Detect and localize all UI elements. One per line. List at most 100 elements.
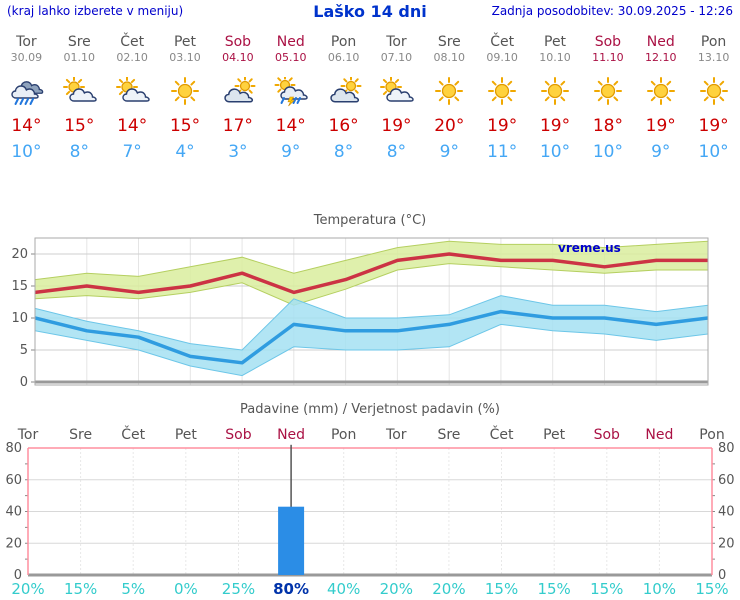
day-date: 02.10 <box>116 51 148 64</box>
day-min-temp: 10° <box>698 142 729 162</box>
sun-cloud-icon <box>53 76 106 107</box>
day-date: 12.10 <box>644 51 677 64</box>
day-column-11.10: Sob 11.10 18° 10° <box>581 28 634 168</box>
sun-cloud-icon-svg <box>63 76 97 102</box>
day-date: 30.09 <box>10 51 43 64</box>
precip-day-label: Tor <box>386 427 407 443</box>
day-min-temp: 11° <box>487 142 518 162</box>
day-date: 06.10 <box>327 51 360 64</box>
day-min-temp: 9° <box>439 142 459 162</box>
day-max-temp: 14° <box>275 116 306 136</box>
sun-icon-svg <box>593 77 622 105</box>
forecast-days-strip: Tor 30.09 14° 10° Sre 01.10 15° 8° Čet 02.10 14° 7°… <box>0 28 740 168</box>
last-update-text: Zadnja posodobitev: 30.09.2025 - 12:26 <box>491 4 733 18</box>
precip-probability-value: 5% <box>121 580 146 598</box>
temp-max-line <box>35 252 708 295</box>
day-date: 04.10 <box>222 51 254 64</box>
day-min-temp: 4° <box>175 142 195 162</box>
precip-day-label: Pon <box>330 427 357 443</box>
precip-probability-value: 10% <box>642 580 677 598</box>
precip-probability-value: 15% <box>63 580 98 598</box>
sun-cloud-icon-svg <box>116 76 150 102</box>
precip-day-label: Pet <box>543 427 566 443</box>
day-date: 10.10 <box>539 51 571 64</box>
day-max-temp: 19° <box>539 116 571 136</box>
sun-icon-svg <box>646 77 675 105</box>
day-name: Sre <box>67 34 91 50</box>
day-min-temp: 3° <box>228 142 248 162</box>
day-min-temp: 8° <box>386 142 407 162</box>
precip-probability-row: 20% 15% 5% 0% 25% 80% 40% 20% 20% 15% 15% 15% 10% 15% <box>0 580 740 600</box>
cloud-sun-icon-svg <box>224 75 256 103</box>
day-column-03.10: Pet 03.10 15° 4° <box>159 28 212 168</box>
precip-day-labels-row: Tor Sre Čet Pet Sob Ned Pon Tor Sre Čet Pet Sob Ned P… <box>0 427 740 445</box>
precip-probability-value: 0% <box>173 580 198 598</box>
temp-min-line <box>35 309 708 365</box>
svg-text:10: 10 <box>11 311 28 326</box>
day-min-temp: 8° <box>69 142 89 162</box>
day-date: 13.10 <box>697 51 730 64</box>
svg-text:40: 40 <box>718 505 735 520</box>
precip-probability-value: 20% <box>11 580 45 598</box>
sun-cloud-icon <box>370 76 423 107</box>
sun-icon <box>476 77 529 107</box>
sun-icon <box>634 77 687 107</box>
precip-day-label: Sre <box>69 427 93 443</box>
day-max-temp: 20° <box>434 116 465 136</box>
day-date: 09.10 <box>486 51 518 64</box>
precip-day-label: Sre <box>437 427 461 443</box>
day-max-temp: 19° <box>645 116 676 136</box>
day-column-09.10: Čet 09.10 19° 11° <box>476 28 529 168</box>
day-date: 07.10 <box>380 51 413 64</box>
menu-hint-text: (kraj lahko izberete v meniju) <box>7 4 184 18</box>
sun-icon-svg <box>488 77 517 105</box>
day-date: 11.10 <box>592 51 624 64</box>
precip-probability-value: 15% <box>537 580 571 598</box>
precip-day-label: Čet <box>489 427 514 443</box>
precip-day-label: Pet <box>174 427 197 443</box>
precip-bar <box>278 506 305 575</box>
watermark-text: vreme.us <box>558 241 621 255</box>
temp-plot-frame <box>34 237 709 386</box>
precip-grid-horizontal: 0 0 20 20 40 40 60 60 80 80 <box>5 441 734 583</box>
sun-icon <box>159 77 212 107</box>
svg-text:0: 0 <box>14 568 22 583</box>
day-column-06.10: Pon 06.10 16° 8° <box>317 28 370 168</box>
day-max-temp: 19° <box>381 116 412 136</box>
precip-probability-value: 15% <box>590 580 624 598</box>
day-min-temp: 9° <box>281 142 301 162</box>
rain-icon-svg <box>11 81 44 105</box>
day-name: Tor <box>386 34 407 50</box>
day-column-01.10: Sre 01.10 15° 8° <box>53 28 106 168</box>
svg-text:0: 0 <box>20 375 28 390</box>
day-date: 05.10 <box>274 51 307 64</box>
precip-probability-value: 40% <box>327 580 361 598</box>
svg-text:20: 20 <box>5 536 22 551</box>
precip-day-label: Ned <box>277 427 306 443</box>
day-column-13.10: Pon 13.10 19° 10° <box>687 28 740 168</box>
day-min-temp: 8° <box>333 142 354 162</box>
temperature-chart: 0 5 10 15 20 <box>11 237 709 390</box>
sun-icon-svg <box>171 77 199 105</box>
page-title: Laško 14 dni <box>313 2 427 21</box>
day-column-30.09: Tor 30.09 14° 10° <box>0 28 53 168</box>
day-column-02.10: Čet 02.10 14° 7° <box>106 28 159 168</box>
day-min-temp: 10° <box>592 142 623 162</box>
svg-text:40: 40 <box>5 505 22 520</box>
day-max-temp: 18° <box>592 116 623 136</box>
svg-text:60: 60 <box>5 473 22 488</box>
precip-probability-value: 80% <box>273 580 310 598</box>
precip-probability-value: 20% <box>432 580 466 598</box>
day-column-07.10: Tor 07.10 19° 8° <box>370 28 423 168</box>
day-date: 03.10 <box>169 51 201 64</box>
day-max-temp: 16° <box>328 116 359 136</box>
precipitation-chart-title: Padavine (mm) / Verjetnost padavin (%) <box>240 402 500 417</box>
rain-sun-thunder-icon-svg <box>274 74 308 107</box>
day-min-temp: 7° <box>122 142 142 162</box>
svg-text:80: 80 <box>718 441 735 456</box>
precip-probability-value: 25% <box>221 580 256 598</box>
sun-cloud-icon-svg <box>380 76 415 102</box>
temperature-chart-title: Temperatura (°C) <box>313 213 427 228</box>
precipitation-chart: 0 0 20 20 40 40 60 60 80 80 <box>5 441 734 583</box>
